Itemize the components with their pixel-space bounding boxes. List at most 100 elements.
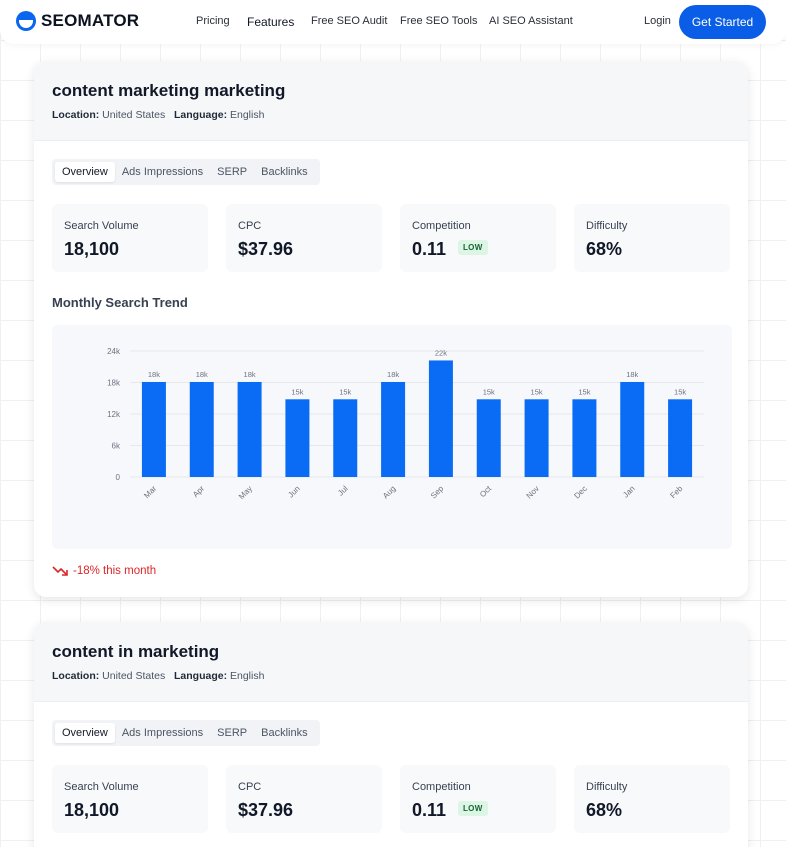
get-started-button[interactable]: Get Started: [679, 5, 766, 39]
nav-link-ai-seo-assistant[interactable]: AI SEO Assistant: [489, 15, 573, 27]
metric-label: Difficulty: [586, 220, 628, 232]
x-tick-label: Sep: [429, 484, 446, 501]
bar-dec[interactable]: [572, 399, 597, 477]
login-link[interactable]: Login: [644, 15, 671, 27]
competition-badge: LOW: [458, 240, 488, 255]
data-label: 18k: [148, 370, 160, 379]
tab-backlinks[interactable]: Backlinks: [261, 727, 308, 739]
metric-difficulty: Difficulty 68%: [574, 204, 730, 272]
trend-change-text: -18% this month: [73, 565, 157, 577]
data-label: 22k: [435, 348, 447, 357]
monthly-search-chart: 0 6k 12k 18k 24k 18k Mar 18k Apr 18k May 15k Jun 15k J…: [52, 325, 732, 549]
x-tick-label: Jul: [336, 484, 350, 498]
bar-oct[interactable]: [476, 399, 501, 477]
data-label: 15k: [483, 387, 495, 396]
language-label: Language:: [173, 670, 228, 682]
metric-competition: Competition 0.11 LOW: [400, 765, 556, 833]
data-label: 15k: [674, 387, 686, 396]
metric-value: 18,100: [64, 800, 120, 820]
x-tick-label: Oct: [478, 484, 494, 500]
nav-link-free-seo-audit[interactable]: Free SEO Audit: [311, 15, 388, 27]
y-tick-label: 18k: [107, 379, 121, 388]
bar-may[interactable]: [237, 381, 262, 477]
bar-nov[interactable]: [524, 399, 549, 477]
bar-jun[interactable]: [285, 399, 310, 477]
trending-down-icon: [52, 566, 68, 576]
bar-feb[interactable]: [668, 399, 693, 477]
location-label: Location:: [52, 109, 100, 121]
x-tick-label: Feb: [668, 484, 685, 501]
card-tabs: Overview Ads Impressions SERP Backlinks: [52, 159, 320, 185]
bar-sep[interactable]: [428, 360, 453, 477]
metric-label: Difficulty: [586, 781, 628, 793]
data-label: 15k: [578, 387, 590, 396]
metric-cpc: CPC $37.96: [226, 204, 382, 272]
metric-value: 68%: [586, 800, 623, 820]
brand-name: SEOMATOR: [41, 11, 140, 30]
bar-chart-svg: 0 6k 12k 18k 24k 18k Mar 18k Apr 18k May 15k Jun 15k J…: [107, 347, 704, 501]
metric-competition: Competition 0.11 LOW: [400, 204, 556, 272]
location-label: Location:: [52, 670, 100, 682]
metric-label: Competition: [412, 220, 471, 232]
language-label: Language:: [173, 109, 228, 121]
metric-value: 68%: [586, 239, 623, 259]
metric-label: Search Volume: [64, 220, 139, 232]
metric-value: $37.96: [238, 239, 294, 259]
metric-search-volume: Search Volume 18,100: [52, 204, 208, 272]
tab-ads-impressions[interactable]: Ads Impressions: [121, 166, 204, 178]
keyword-title: content marketing marketing: [52, 81, 286, 100]
language-value: English: [230, 670, 265, 682]
trend-title: Monthly Search Trend: [52, 295, 188, 310]
metric-label: Competition: [412, 781, 471, 793]
location-value: United States: [102, 670, 166, 682]
bar-aug[interactable]: [381, 381, 406, 477]
y-tick-label: 24k: [107, 347, 121, 356]
x-tick-label: Apr: [191, 484, 206, 499]
keyword-meta: Location: United States Language: Englis…: [52, 109, 264, 121]
metric-value: 0.11: [412, 239, 447, 259]
card-header: content in marketing Location: United St…: [34, 622, 748, 702]
x-tick-label: Jun: [286, 484, 301, 499]
x-tick-label: Mar: [142, 484, 158, 500]
language-value: English: [230, 109, 265, 121]
keyword-card: content marketing marketing Location: Un…: [34, 61, 748, 597]
competition-badge: LOW: [458, 801, 488, 816]
data-label: 15k: [291, 387, 303, 396]
seomator-logo-icon: [16, 11, 36, 31]
data-label: 18k: [244, 370, 256, 379]
metric-value: 0.11: [412, 800, 447, 820]
tab-serp[interactable]: SERP: [217, 727, 248, 739]
data-label: 15k: [531, 387, 543, 396]
card-header: content marketing marketing Location: Un…: [34, 61, 748, 141]
tab-overview[interactable]: Overview: [55, 162, 115, 182]
x-tick-label: Aug: [381, 484, 397, 500]
metric-search-volume: Search Volume 18,100: [52, 765, 208, 833]
metric-value: $37.96: [238, 800, 294, 820]
nav-link-free-seo-tools[interactable]: Free SEO Tools: [400, 15, 478, 27]
metric-difficulty: Difficulty 68%: [574, 765, 730, 833]
bar-mar[interactable]: [141, 381, 166, 477]
y-tick-label: 12k: [107, 410, 121, 419]
metric-label: CPC: [238, 781, 262, 793]
data-label: 15k: [339, 387, 351, 396]
nav-link-features[interactable]: Features: [247, 15, 295, 29]
tab-ads-impressions[interactable]: Ads Impressions: [121, 727, 204, 739]
tab-backlinks[interactable]: Backlinks: [261, 166, 308, 178]
metric-value: 18,100: [64, 239, 120, 259]
nav-link-pricing[interactable]: Pricing: [196, 15, 230, 27]
data-label: 18k: [626, 370, 638, 379]
tab-serp[interactable]: SERP: [217, 166, 248, 178]
metric-cpc: CPC $37.96: [226, 765, 382, 833]
tab-overview[interactable]: Overview: [55, 723, 115, 743]
brand-logo[interactable]: SEOMATOR: [16, 11, 139, 31]
y-tick-label: 0: [116, 473, 121, 482]
x-tick-label: Dec: [572, 484, 588, 500]
bar-jul[interactable]: [333, 399, 358, 477]
metric-label: Search Volume: [64, 781, 139, 793]
top-nav: SEOMATOR Pricing Features Free SEO Audit…: [0, 0, 786, 44]
bar-apr[interactable]: [189, 381, 214, 477]
keyword-card: content in marketing Location: United St…: [34, 622, 748, 847]
card-tabs: Overview Ads Impressions SERP Backlinks: [52, 720, 320, 746]
keyword-meta: Location: United States Language: Englis…: [52, 670, 264, 682]
bar-jan[interactable]: [620, 381, 645, 477]
